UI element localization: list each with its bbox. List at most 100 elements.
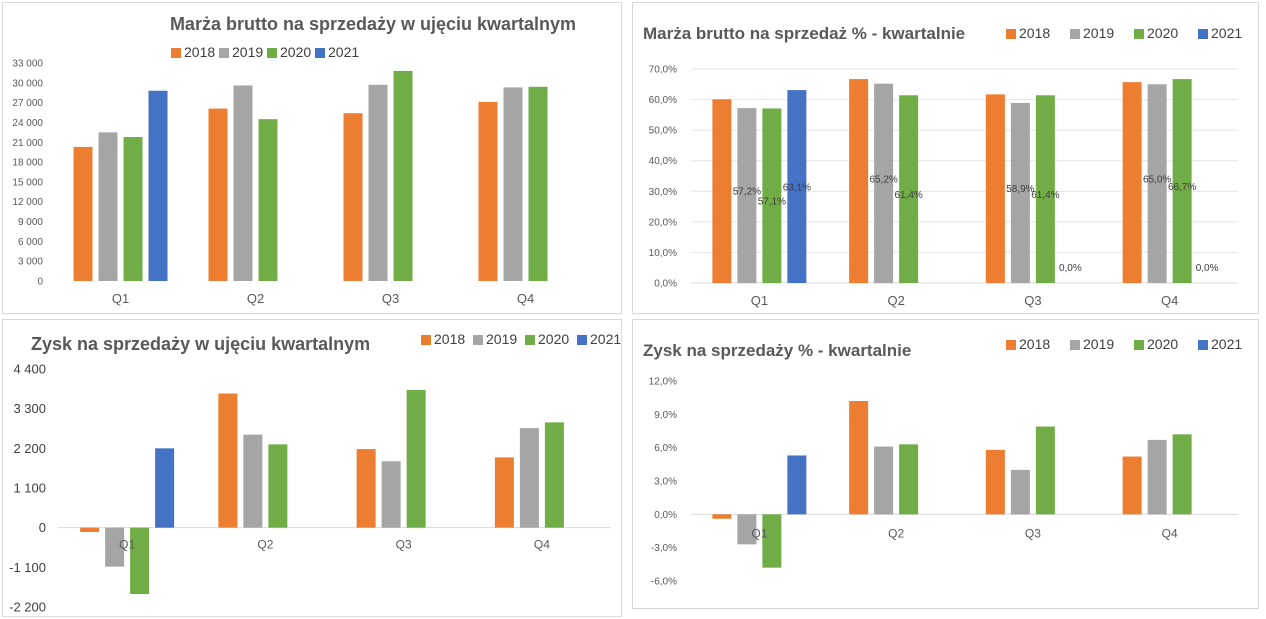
- bar-Q4-2018: [1122, 456, 1142, 515]
- y-tick-label: 27 000: [12, 98, 43, 109]
- data-label: 65,0%: [1143, 175, 1171, 186]
- data-label: 57,1%: [758, 197, 786, 208]
- y-tick-label: 3,0%: [654, 477, 677, 488]
- legend-label-2021: 2021: [590, 331, 621, 347]
- bar-Q3-2018: [343, 113, 363, 282]
- bar-Q4-2019: [519, 428, 539, 528]
- bar-Q1-2020: [762, 514, 782, 568]
- legend-label-2019: 2019: [1083, 25, 1114, 41]
- y-tick-label: 0,0%: [654, 510, 677, 521]
- bar-Q1-2021: [787, 455, 807, 515]
- bar-Q2-2018: [849, 79, 869, 284]
- legend-label-2019: 2019: [1083, 336, 1114, 352]
- legend-swatch-2018: [421, 335, 431, 345]
- data-label: 0,0%: [1059, 263, 1082, 274]
- data-label: 65,2%: [869, 174, 897, 185]
- bar-Q3-2019: [381, 461, 401, 528]
- bar-Q4-2020: [1172, 434, 1192, 515]
- bar-Q3-2019: [1010, 102, 1030, 283]
- x-tick-label: Q2: [887, 293, 904, 308]
- legend-label-2020: 2020: [1147, 25, 1178, 41]
- legend-label-2018: 2018: [1019, 336, 1050, 352]
- chart-svg-sales-profit-pct: Zysk na sprzedaży % - kwartalnie 2018 2019…: [643, 336, 1242, 588]
- legend-swatch-2020: [525, 335, 535, 345]
- y-tick-label: 0,0%: [654, 279, 677, 290]
- y-tick-label: 1 100: [13, 481, 46, 496]
- x-tick-label: Q4: [1161, 293, 1178, 308]
- y-tick-label: 6,0%: [654, 443, 677, 454]
- legend-label-2020: 2020: [280, 44, 311, 60]
- y-tick-label: 4 400: [13, 362, 46, 377]
- y-tick-label: 9,0%: [654, 410, 677, 421]
- chart-panel-gross-margin: Marża brutto na sprzedaży w ujęciu kwart…: [2, 2, 622, 314]
- bar-Q3-2018: [985, 94, 1005, 283]
- y-tick-label: -6,0%: [651, 577, 677, 588]
- y-tick-label: 9 000: [18, 217, 43, 228]
- bar-Q1-2020: [130, 527, 150, 595]
- chart-panel-sales-profit-pct: Zysk na sprzedaży % - kwartalnie 2018 2019…: [632, 319, 1259, 609]
- legend-swatch-2019: [219, 48, 229, 58]
- bar-Q2-2018: [849, 401, 869, 515]
- bar-Q3-2020: [1035, 426, 1055, 515]
- chart-title: Zysk na sprzedaży w ujęciu kwartalnym: [31, 334, 370, 354]
- data-label: 66,7%: [1168, 182, 1196, 193]
- y-tick-label: 0: [39, 520, 46, 535]
- y-tick-label: 70,0%: [649, 65, 677, 76]
- chart-svg-gross-margin-pct: Marża brutto na sprzedaż % - kwartalnie 2…: [643, 24, 1242, 308]
- y-tick-label: -1 100: [9, 560, 46, 575]
- bar-Q4-2019: [1147, 84, 1167, 284]
- x-tick-label: Q3: [382, 291, 399, 306]
- y-tick-label: 40,0%: [649, 156, 677, 167]
- legend-swatch-2021: [1198, 340, 1208, 350]
- bar-Q1-2021: [155, 448, 175, 528]
- data-label: 63,1%: [783, 183, 811, 194]
- x-tick-label: Q4: [534, 538, 550, 552]
- bar-Q1-2020: [762, 108, 782, 284]
- x-tick-label: Q4: [517, 291, 534, 306]
- bar-Q3-2020: [1035, 95, 1055, 283]
- bar-Q3-2018: [356, 449, 376, 528]
- bar-Q2-2020: [899, 444, 919, 515]
- x-tick-label: Q2: [888, 526, 904, 540]
- bar-Q2-2019: [874, 83, 894, 283]
- y-tick-label: 24 000: [12, 118, 43, 129]
- legend-label-2021: 2021: [1211, 336, 1242, 352]
- data-label: 57,2%: [733, 187, 761, 198]
- x-tick-label: Q4: [1162, 526, 1178, 540]
- bar-Q4-2019: [1147, 439, 1167, 515]
- legend-swatch-2019: [1070, 29, 1080, 39]
- y-tick-label: 12 000: [12, 197, 43, 208]
- legend-label-2019: 2019: [232, 44, 263, 60]
- bar-Q3-2019: [368, 84, 388, 281]
- bar-Q1-2021: [787, 90, 807, 283]
- y-tick-label: 60,0%: [649, 95, 677, 106]
- bar-Q2-2019: [233, 85, 253, 282]
- y-tick-label: 6 000: [18, 237, 43, 248]
- bar-Q1-2021: [148, 90, 168, 281]
- y-tick-label: 10,0%: [649, 248, 677, 259]
- data-label: 61,4%: [1031, 190, 1059, 201]
- chart-svg-sales-profit: Zysk na sprzedaży w ujęciu kwartalnym 201…: [9, 331, 621, 615]
- y-tick-label: 30,0%: [649, 187, 677, 198]
- legend-label-2019: 2019: [486, 331, 517, 347]
- legend-swatch-2018: [171, 48, 181, 58]
- bar-Q3-2019: [1010, 469, 1030, 515]
- y-tick-label: 0: [37, 277, 43, 288]
- bar-Q4-2019: [503, 87, 523, 282]
- legend-label-2021: 2021: [1211, 25, 1242, 41]
- legend-swatch-2018: [1006, 29, 1016, 39]
- x-tick-label: Q1: [751, 526, 767, 540]
- bar-Q1-2019: [105, 527, 125, 567]
- bar-Q1-2020: [123, 136, 143, 281]
- y-tick-label: 18 000: [12, 158, 43, 169]
- bar-Q4-2020: [544, 422, 564, 528]
- y-tick-label: 50,0%: [649, 126, 677, 137]
- y-tick-label: 3 300: [13, 401, 46, 416]
- legend-swatch-2019: [473, 335, 483, 345]
- bar-Q4-2020: [528, 86, 548, 281]
- data-label: 58,9%: [1006, 184, 1034, 195]
- legend-label-2018: 2018: [1019, 25, 1050, 41]
- chart-title: Marża brutto na sprzedaż % - kwartalnie: [643, 24, 965, 43]
- bar-Q4-2020: [1172, 79, 1192, 284]
- data-label: 0,0%: [1196, 263, 1219, 274]
